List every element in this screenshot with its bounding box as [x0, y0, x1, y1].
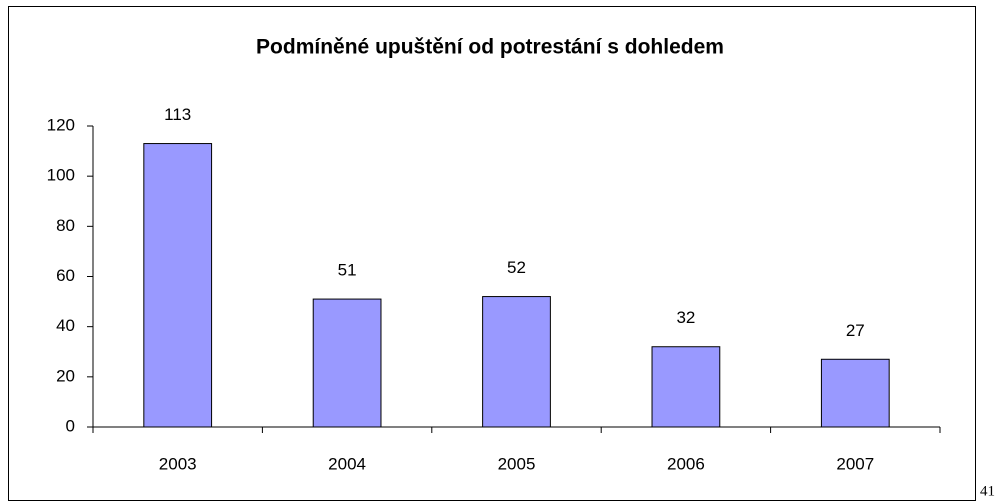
data-label: 51: [338, 261, 357, 280]
data-label: 113: [164, 105, 191, 124]
chart-title: Podmíněné upuštění od potrestání s dohle…: [256, 36, 724, 59]
data-label: 27: [846, 321, 865, 340]
bar: [651, 346, 721, 428]
y-tick-label: 0: [66, 416, 75, 435]
y-tick-label: 40: [56, 316, 75, 335]
data-label: 32: [676, 308, 695, 327]
bar: [143, 143, 213, 428]
y-tick-label: 20: [56, 366, 75, 385]
x-tick-label: 2007: [836, 454, 874, 473]
bar: [312, 298, 382, 428]
x-tick-label: 2005: [498, 454, 536, 473]
y-tick-label: 100: [47, 166, 75, 185]
x-tick-label: 2006: [667, 454, 705, 473]
y-tick-label: 60: [56, 266, 75, 285]
x-tick-label: 2003: [159, 454, 197, 473]
y-tick-label: 80: [56, 216, 75, 235]
bar: [820, 358, 890, 428]
y-tick-label: 120: [47, 115, 75, 134]
data-label: 52: [507, 258, 526, 277]
page-number: 41: [980, 483, 995, 499]
bar: [482, 296, 551, 428]
x-tick-label: 2004: [328, 454, 366, 473]
